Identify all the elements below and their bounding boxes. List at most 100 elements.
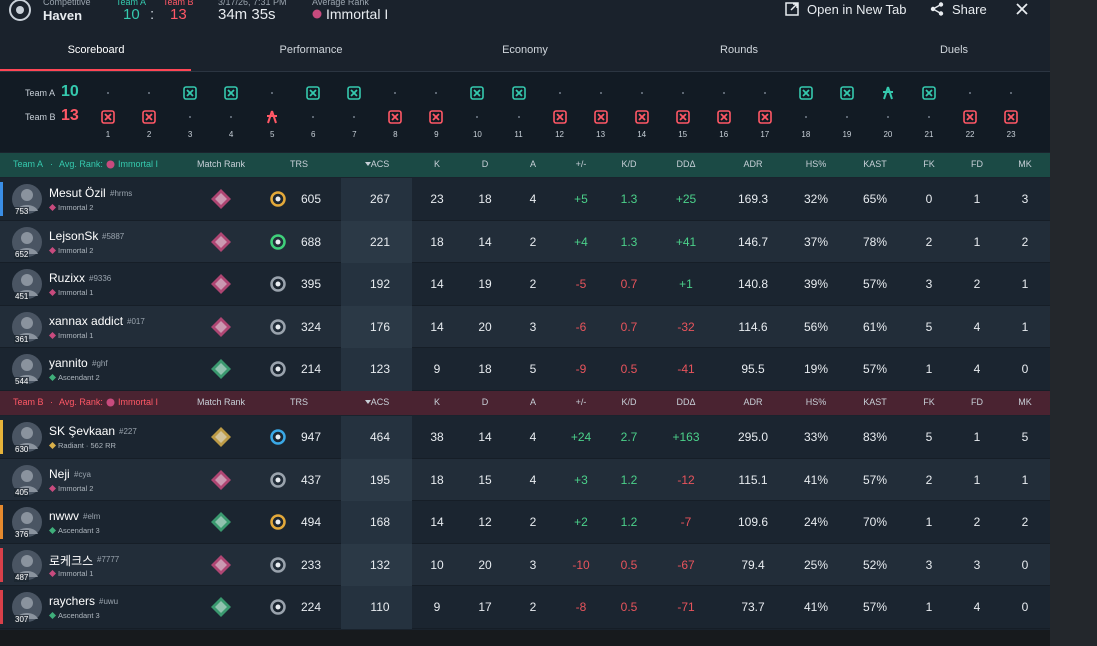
- player-rank: Ascendant 3: [58, 526, 100, 536]
- map: Haven: [43, 8, 83, 23]
- player-stat: +25: [675, 192, 697, 206]
- column-header[interactable]: D: [481, 397, 489, 407]
- player-rank: Ascendant 3: [58, 611, 100, 621]
- column-header[interactable]: FD: [971, 397, 983, 407]
- round-result-icon: [675, 110, 690, 124]
- player-stat: 2: [973, 277, 981, 292]
- player-stat: 192: [369, 277, 391, 292]
- round-result-icon: [757, 110, 772, 124]
- acs-column-cell: [341, 305, 412, 349]
- player-rank-icon: [49, 246, 56, 254]
- round-empty-dot: [558, 92, 561, 94]
- player-stat: -32: [677, 319, 695, 334]
- team-separator: ·: [50, 397, 53, 407]
- player-rank: Immortal 2: [58, 245, 94, 255]
- player-level: 307: [14, 615, 30, 625]
- column-header[interactable]: MK: [1018, 397, 1032, 407]
- column-header[interactable]: ADR: [743, 397, 763, 407]
- column-header[interactable]: K: [433, 159, 441, 169]
- player-stat: 1: [925, 362, 933, 377]
- column-header[interactable]: A: [529, 397, 537, 407]
- player-tag: #227: [119, 427, 137, 436]
- column-header[interactable]: ADR: [743, 159, 763, 169]
- player-tag: #9336: [89, 274, 112, 284]
- match-rank-icon: [211, 359, 231, 380]
- trs-icon: [270, 319, 286, 335]
- player-name: Mesut Özil: [49, 186, 106, 200]
- player-rank: Radiant · 562 RR: [58, 441, 116, 450]
- player-name: Neji: [49, 466, 70, 481]
- player-stat: 5: [925, 430, 933, 444]
- round-result-icon-svg: [267, 110, 278, 124]
- match-rank-icon: [211, 316, 231, 337]
- round-result-icon-svg: [922, 86, 936, 100]
- trs-icon: [270, 233, 286, 250]
- column-header[interactable]: D: [481, 159, 489, 169]
- column-header[interactable]: TRS: [290, 397, 308, 407]
- round-result-icon-svg: [757, 110, 772, 124]
- team-a-score: 10: [123, 6, 140, 23]
- player-stat: 1: [973, 430, 981, 444]
- player-stat: 19%: [803, 362, 829, 377]
- round-empty-dot: [599, 92, 602, 94]
- acs-column-cell: [341, 178, 412, 221]
- column-header[interactable]: MK: [1018, 159, 1032, 169]
- column-header[interactable]: ACS: [370, 159, 390, 169]
- player-stat: 57%: [862, 600, 888, 615]
- trs-icon-svg: [270, 361, 286, 378]
- tab[interactable]: Duels: [939, 44, 969, 56]
- round-result-icon-svg: [552, 110, 567, 124]
- round-result-icon: [511, 86, 526, 100]
- player-rank-icon: [49, 484, 56, 492]
- share[interactable]: Share: [952, 2, 987, 17]
- player-stat: 95.5: [741, 362, 765, 377]
- player-stat: 464: [369, 430, 391, 444]
- column-header[interactable]: TRS: [290, 159, 308, 169]
- player-level: 630: [14, 445, 30, 454]
- round-number: 20: [883, 130, 893, 139]
- column-header[interactable]: A: [529, 159, 537, 169]
- tab[interactable]: Scoreboard: [67, 44, 125, 56]
- tab[interactable]: Performance: [279, 44, 343, 56]
- column-header[interactable]: +/-: [575, 159, 587, 169]
- round-result-icon-svg: [593, 110, 608, 124]
- player-name: 로케크스: [49, 553, 94, 568]
- open-tab[interactable]: Open in New Tab: [807, 2, 907, 17]
- round-result-icon-svg: [101, 110, 115, 124]
- round-result-icon-svg: [306, 86, 321, 100]
- player-stat: 41%: [803, 600, 829, 615]
- column-header[interactable]: DDΔ: [676, 159, 696, 169]
- party-indicator: [0, 182, 3, 216]
- column-header[interactable]: +/-: [575, 397, 587, 407]
- column-header[interactable]: K/D: [621, 397, 637, 407]
- tab[interactable]: Economy: [502, 44, 548, 56]
- player-rank-icon-svg: [49, 569, 56, 577]
- column-header[interactable]: FD: [971, 159, 983, 169]
- round-result-icon-svg: [183, 86, 197, 100]
- round-empty-dot: [640, 92, 643, 94]
- player-stat: 0.5: [620, 600, 638, 615]
- column-header[interactable]: ACS: [370, 397, 390, 407]
- column-header[interactable]: KAST: [863, 159, 887, 169]
- column-header[interactable]: K: [433, 397, 441, 407]
- player-stat: +163: [672, 430, 700, 444]
- column-header[interactable]: DDΔ: [676, 397, 696, 407]
- player-stat: -7: [680, 515, 692, 530]
- round-number: 13: [596, 130, 606, 139]
- match-rank-icon-svg: [211, 554, 231, 575]
- round-result-icon: [183, 86, 197, 100]
- sort-caret: [365, 400, 371, 404]
- player-rank-icon: [49, 374, 56, 382]
- column-header[interactable]: K/D: [621, 159, 637, 169]
- tab[interactable]: Rounds: [720, 44, 758, 56]
- round-result-icon: [470, 86, 485, 100]
- column-header[interactable]: FK: [923, 159, 935, 169]
- agent-avatar-svg: [12, 226, 42, 257]
- round-number: 9: [434, 130, 439, 139]
- player-rank-icon-svg: [49, 246, 56, 254]
- column-header[interactable]: HS%: [805, 159, 827, 169]
- player-stat: 33%: [803, 430, 829, 444]
- column-header[interactable]: HS%: [805, 397, 827, 407]
- column-header[interactable]: FK: [923, 397, 935, 407]
- column-header[interactable]: KAST: [863, 397, 887, 407]
